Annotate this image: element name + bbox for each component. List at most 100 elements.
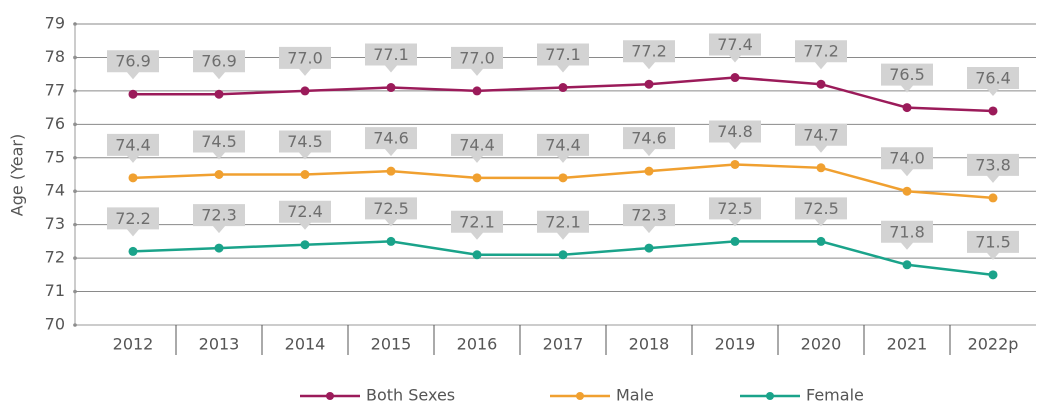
data-label-box [107,207,159,237]
data-point [128,173,138,183]
data-point [988,106,998,116]
legend-label: Both Sexes [366,386,455,405]
data-label-box [795,197,847,227]
data-label: 77.0 [287,48,323,67]
data-point [730,236,740,246]
data-label-box [967,230,1019,260]
x-tick-label: 2017 [543,335,584,354]
y-axis-label: Age (Year) [8,134,27,216]
y-tick-label: 79 [45,14,65,33]
data-point [472,173,482,183]
data-label: 72.3 [201,206,237,225]
data-label-box [279,46,331,76]
data-label: 73.8 [975,155,1011,174]
data-label-box [193,50,245,80]
y-tick-label: 74 [45,181,65,200]
data-point [386,166,396,176]
y-tick-label: 72 [45,248,65,267]
data-label-box [881,147,933,177]
legend-label: Female [806,386,864,405]
data-point [902,186,912,196]
data-label-box [623,127,675,157]
data-label: 74.4 [115,135,151,154]
data-point [644,243,654,253]
data-point [644,166,654,176]
data-label: 74.4 [545,135,581,154]
data-point [558,173,568,183]
x-tick-label: 2015 [371,335,412,354]
y-tick-label: 77 [45,80,65,99]
data-point [558,250,568,260]
data-point [988,193,998,203]
data-label-box [967,153,1019,183]
data-label: 77.1 [373,45,409,64]
data-label-box [709,197,761,227]
data-point [988,270,998,280]
data-label-box [193,130,245,160]
data-label: 72.1 [459,212,495,231]
y-tick-label: 70 [45,315,65,334]
data-point [902,260,912,270]
data-label-box [623,40,675,70]
data-label: 76.9 [115,52,151,71]
data-label: 77.0 [459,48,495,67]
x-tick-label: 2022p [968,335,1019,354]
data-point [816,163,826,173]
x-tick-label: 2019 [715,335,756,354]
data-point [816,236,826,246]
data-label-box [365,43,417,73]
data-label: 76.5 [889,65,925,84]
data-label: 72.4 [287,202,323,221]
data-point [214,89,224,99]
data-point [128,89,138,99]
x-tick-label: 2013 [199,335,240,354]
legend-dot [326,392,334,400]
data-point [214,170,224,179]
data-label-box [451,46,503,76]
data-label-box [709,33,761,63]
data-label-box [623,204,675,234]
data-label-box [279,130,331,160]
data-label: 76.9 [201,52,237,71]
data-point [730,159,740,169]
data-point [300,86,310,96]
data-label: 77.2 [631,42,667,61]
data-label: 74.4 [459,135,495,154]
data-label: 72.5 [717,199,753,218]
data-label-box [193,204,245,234]
series-line [133,76,994,113]
data-point [300,170,310,179]
data-point [730,73,740,83]
x-tick-label: 2016 [457,335,498,354]
data-label: 72.2 [115,209,151,228]
data-point [128,246,138,256]
data-point [472,86,482,96]
data-point [902,103,912,113]
y-tick-label: 73 [45,214,65,233]
y-tick-label: 76 [45,114,65,133]
data-label: 74.5 [287,132,323,151]
data-label-box [967,66,1019,96]
y-tick-label: 75 [45,147,65,166]
data-point [214,243,224,253]
data-label-box [537,133,589,163]
data-label: 71.5 [975,232,1011,251]
data-point [472,250,482,260]
data-label-box [709,120,761,150]
data-label-box [365,197,417,227]
data-label: 72.5 [803,199,839,218]
legend-dot [576,392,584,400]
data-label-box [365,127,417,157]
data-label: 74.6 [373,129,409,148]
data-label-box [107,133,159,163]
data-point [386,236,396,246]
x-tick-label: 2018 [629,335,670,354]
legend-dot [766,392,774,400]
data-label: 72.1 [545,212,581,231]
data-label: 77.2 [803,42,839,61]
data-label: 71.8 [889,222,925,241]
data-label-box [881,63,933,93]
data-point [386,83,396,93]
x-tick-label: 2020 [801,335,842,354]
